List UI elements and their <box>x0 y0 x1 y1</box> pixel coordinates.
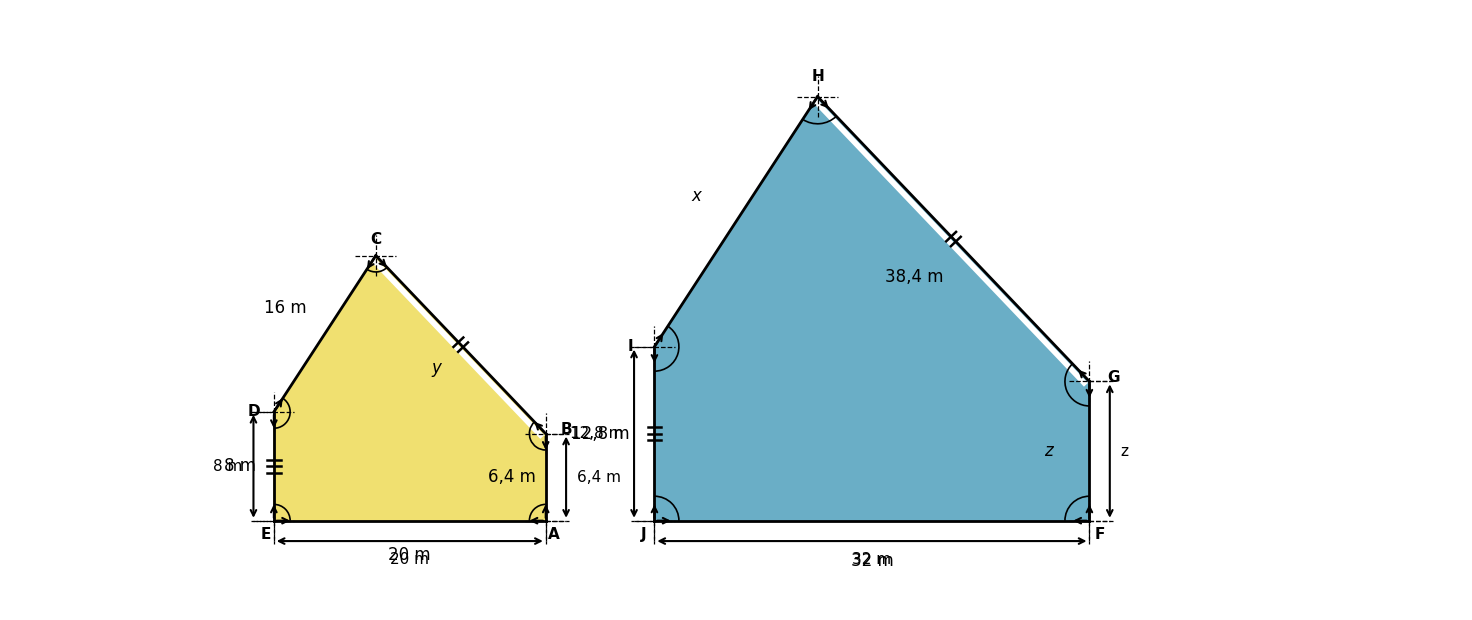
Text: 20 m: 20 m <box>390 552 430 567</box>
Text: z: z <box>1044 442 1052 460</box>
Text: C: C <box>371 232 381 247</box>
Text: B: B <box>561 422 573 437</box>
Text: D: D <box>247 404 259 420</box>
Polygon shape <box>655 97 1089 521</box>
Text: I: I <box>627 339 633 354</box>
Text: 32 m: 32 m <box>852 552 892 567</box>
Text: z: z <box>1120 443 1129 459</box>
Text: 8 m: 8 m <box>224 458 256 476</box>
Text: F: F <box>1095 527 1105 542</box>
Text: x: x <box>692 187 701 205</box>
Polygon shape <box>274 255 546 521</box>
Text: 6,4 m: 6,4 m <box>577 470 621 485</box>
Text: 6,4 m: 6,4 m <box>487 468 536 486</box>
Text: 12,8 m: 12,8 m <box>570 426 623 441</box>
Text: 38,4 m: 38,4 m <box>885 268 944 286</box>
Text: 16 m: 16 m <box>263 299 306 317</box>
Text: E: E <box>261 527 271 542</box>
Text: 20 m: 20 m <box>389 546 431 564</box>
Text: A: A <box>548 527 559 542</box>
Text: 32 m: 32 m <box>851 552 894 570</box>
Text: H: H <box>811 69 824 84</box>
Text: J: J <box>640 527 646 542</box>
Text: 8 m: 8 m <box>213 459 243 474</box>
Text: y: y <box>431 359 442 377</box>
Text: 12,8 m: 12,8 m <box>571 425 630 443</box>
Text: G: G <box>1107 370 1120 385</box>
